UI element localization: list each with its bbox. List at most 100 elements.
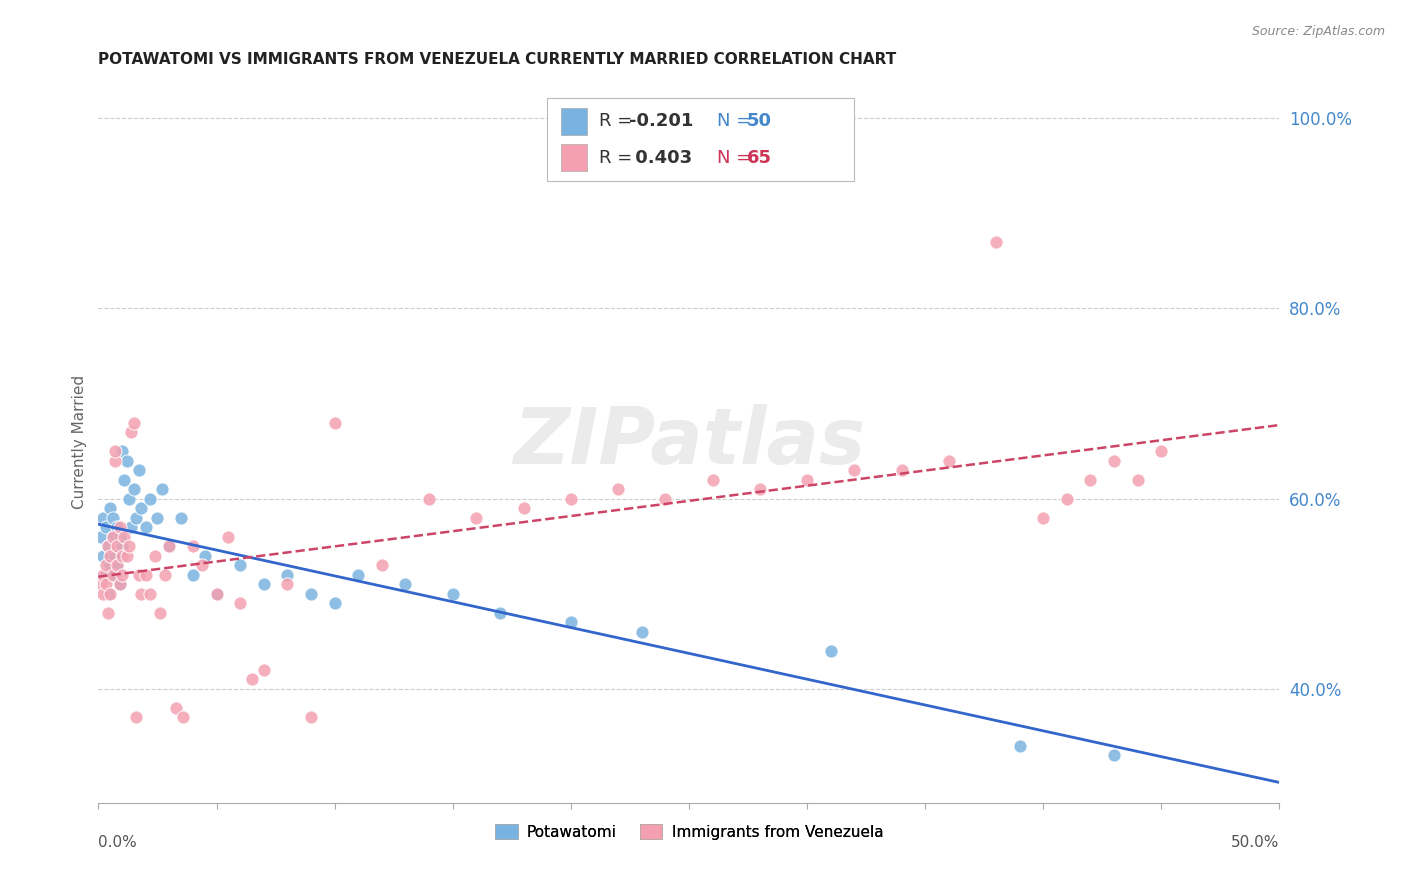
Point — [157, 539, 180, 553]
Point — [1150, 444, 1173, 458]
Point — [118, 539, 141, 553]
Point — [104, 444, 127, 458]
Text: R =: R = — [599, 112, 638, 130]
Point — [94, 520, 117, 534]
Point — [1102, 748, 1125, 763]
Point — [654, 491, 676, 506]
Point — [441, 587, 464, 601]
Text: 50: 50 — [747, 112, 772, 130]
Point — [121, 425, 143, 439]
Text: 65: 65 — [747, 149, 772, 167]
Point — [90, 577, 112, 591]
Point — [418, 491, 440, 506]
Point — [465, 510, 488, 524]
Point — [191, 558, 214, 573]
Text: ZIPatlas: ZIPatlas — [513, 403, 865, 480]
Point — [108, 530, 131, 544]
Point — [135, 567, 157, 582]
Point — [702, 473, 724, 487]
Point — [108, 520, 131, 534]
Point — [128, 463, 150, 477]
Point — [112, 473, 135, 487]
Point — [323, 416, 346, 430]
Text: N =: N = — [717, 149, 758, 167]
Point — [146, 510, 169, 524]
Point — [938, 453, 960, 467]
Point — [1126, 473, 1149, 487]
Point — [104, 549, 127, 563]
Point — [101, 510, 124, 524]
Point — [97, 606, 120, 620]
Point — [101, 530, 124, 544]
Point — [630, 624, 652, 639]
Point — [118, 491, 141, 506]
Point — [90, 530, 112, 544]
Point — [94, 577, 117, 591]
Point — [170, 510, 193, 524]
Point — [128, 567, 150, 582]
Point — [105, 558, 128, 573]
Point — [97, 539, 120, 553]
Text: 0.403: 0.403 — [628, 149, 692, 167]
Point — [91, 510, 114, 524]
Point — [91, 549, 114, 563]
Point — [125, 710, 148, 724]
Point — [104, 567, 127, 582]
Point — [748, 482, 770, 496]
Point — [1056, 491, 1078, 506]
Point — [205, 587, 228, 601]
Text: POTAWATOMI VS IMMIGRANTS FROM VENEZUELA CURRENTLY MARRIED CORRELATION CHART: POTAWATOMI VS IMMIGRANTS FROM VENEZUELA … — [98, 52, 897, 67]
Point — [240, 672, 263, 686]
FancyBboxPatch shape — [547, 98, 855, 181]
Point — [97, 587, 120, 601]
Point — [98, 558, 121, 573]
Point — [347, 567, 370, 582]
Point — [394, 577, 416, 591]
FancyBboxPatch shape — [561, 144, 588, 171]
Point — [217, 530, 239, 544]
Text: Source: ZipAtlas.com: Source: ZipAtlas.com — [1251, 25, 1385, 38]
Point — [139, 587, 162, 601]
Point — [105, 520, 128, 534]
Point — [253, 663, 276, 677]
Point — [205, 587, 228, 601]
Point — [139, 491, 162, 506]
Point — [101, 567, 124, 582]
Point — [1032, 510, 1054, 524]
Point — [108, 577, 131, 591]
Point — [94, 558, 117, 573]
Point — [890, 463, 912, 477]
Point — [150, 482, 173, 496]
Point — [844, 463, 866, 477]
Point — [153, 567, 176, 582]
Point — [129, 501, 152, 516]
Point — [512, 501, 534, 516]
Point — [489, 606, 512, 620]
Point — [165, 700, 187, 714]
Point — [105, 558, 128, 573]
Point — [143, 549, 166, 563]
Point — [299, 587, 322, 601]
Point — [98, 587, 121, 601]
Point — [253, 577, 276, 591]
Point — [111, 444, 134, 458]
Point — [105, 539, 128, 553]
Point — [323, 596, 346, 610]
Point — [111, 539, 134, 553]
Text: 0.0%: 0.0% — [98, 835, 138, 850]
Point — [1080, 473, 1102, 487]
Text: N =: N = — [717, 112, 758, 130]
Point — [796, 473, 818, 487]
Point — [560, 615, 582, 630]
FancyBboxPatch shape — [561, 108, 588, 136]
Point — [181, 567, 204, 582]
Point — [984, 235, 1007, 249]
Point — [371, 558, 394, 573]
Point — [108, 577, 131, 591]
Point — [115, 453, 138, 467]
Y-axis label: Currently Married: Currently Married — [72, 375, 87, 508]
Point — [122, 482, 145, 496]
Text: 50.0%: 50.0% — [1232, 835, 1279, 850]
Point — [112, 530, 135, 544]
Point — [125, 510, 148, 524]
